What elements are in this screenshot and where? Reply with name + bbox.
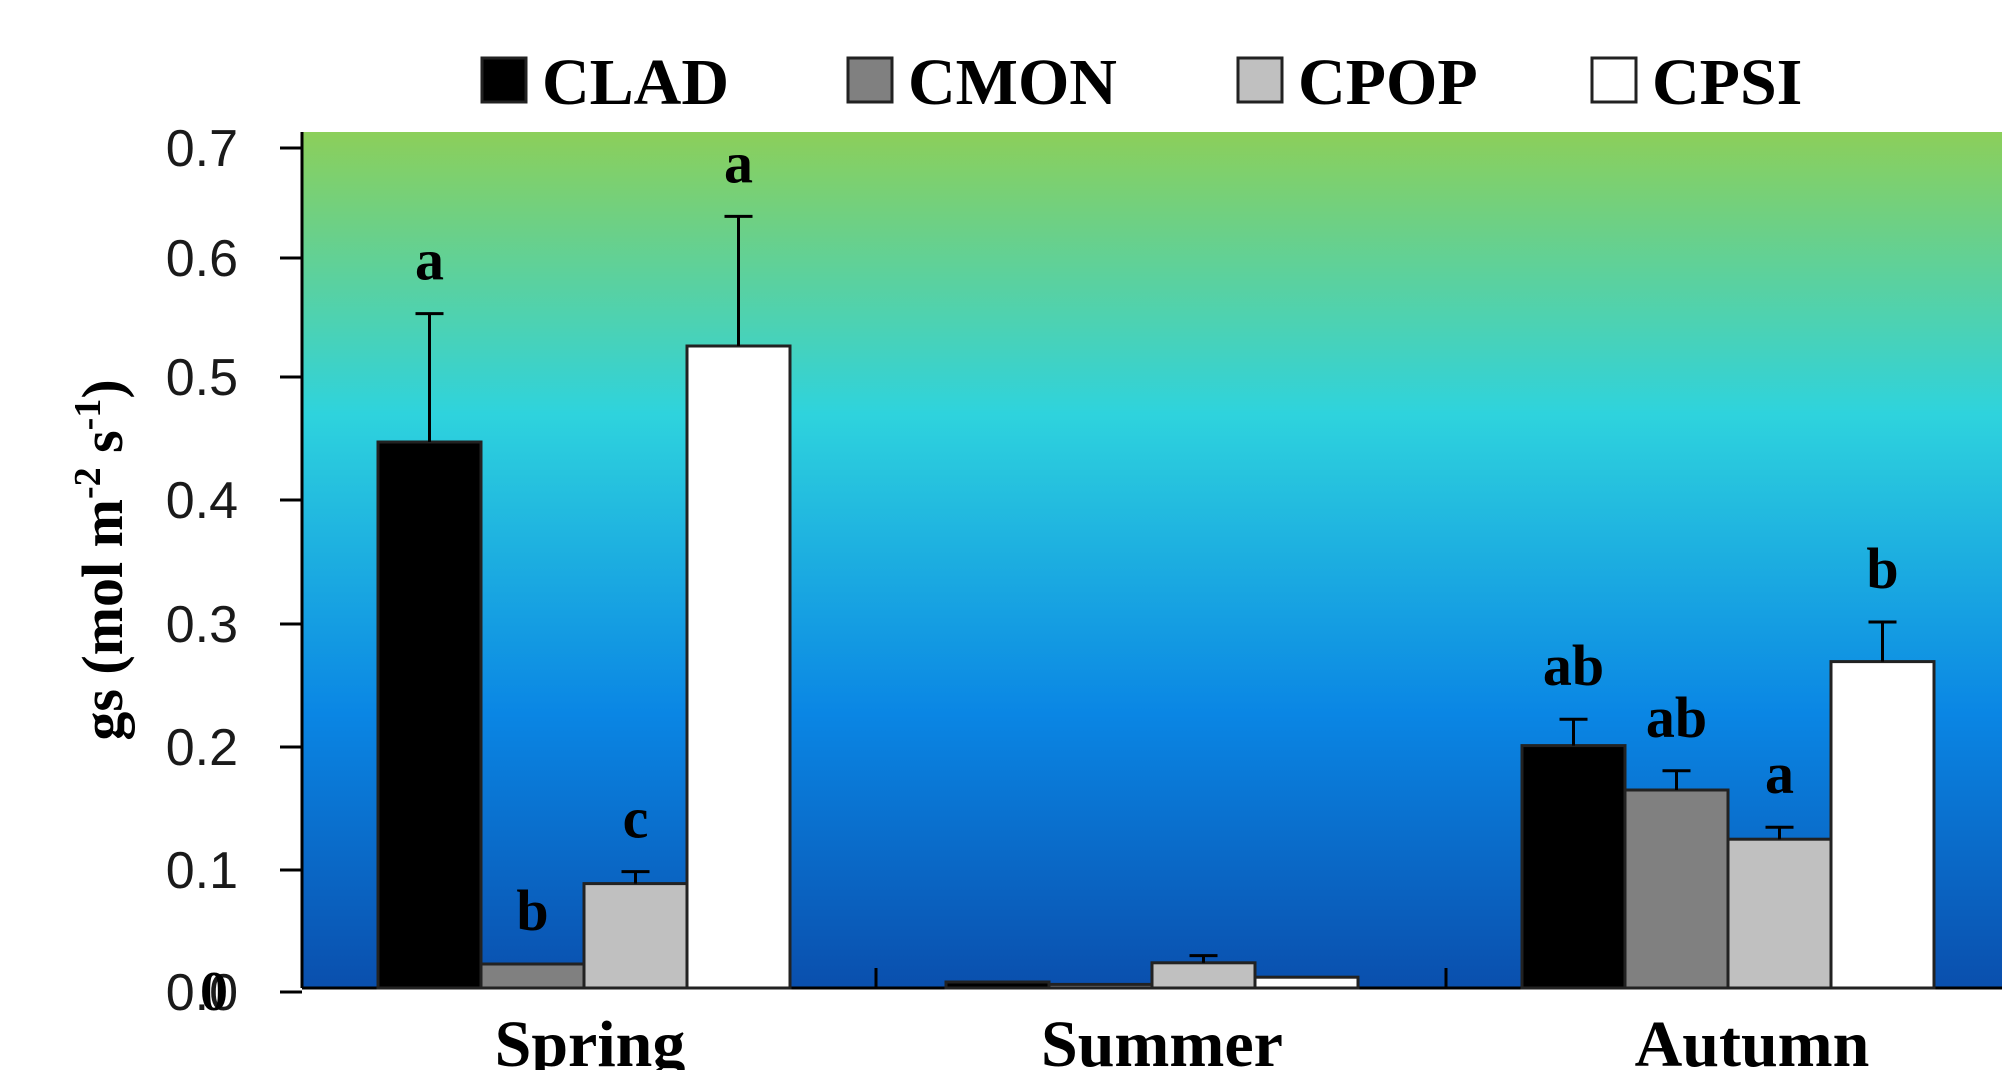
significance-letter: a: [724, 130, 753, 195]
y-tick-label: 0.1: [166, 842, 238, 900]
significance-letter: ab: [1646, 685, 1707, 750]
x-tick-labels: Spring Summer Autumn: [495, 1008, 1870, 1070]
y-tick-label: 0: [200, 961, 228, 1023]
bar-clad-spring: [378, 442, 481, 988]
bar-cpsi-spring: [687, 346, 790, 988]
legend: CLAD CMON CPOP CPSI: [482, 46, 1802, 119]
y-tick-label: 0.6: [166, 230, 238, 288]
legend-label-cmon: CMON: [908, 46, 1117, 119]
bar-cmon-autumn: [1625, 790, 1728, 988]
significance-letter: a: [1765, 741, 1794, 806]
y-tick-label: 0.2: [166, 719, 238, 777]
significance-letter: b: [1866, 536, 1898, 601]
y-tick-label: 0.3: [166, 596, 238, 654]
y-tick-label: 0.7: [166, 120, 238, 178]
significance-letter: c: [623, 786, 649, 851]
bar-clad-autumn: [1522, 746, 1625, 988]
legend-swatch-cpsi: [1592, 58, 1636, 102]
bar-cpsi-summer: [1255, 977, 1358, 988]
bar-cmon-spring: [481, 964, 584, 988]
y-tick-labels: 0.70.60.50.40.30.20.10.00: [166, 120, 238, 1023]
x-tick-label-summer: Summer: [1041, 1008, 1283, 1070]
bar-cpop-spring: [584, 884, 687, 988]
bar-cmon-summer: [1049, 984, 1152, 988]
significance-letter: ab: [1543, 633, 1604, 698]
y-axis-label: gs (mol m-2 s-1): [67, 379, 135, 740]
bar-cpop-autumn: [1728, 839, 1831, 988]
y-tick-label: 0.5: [166, 349, 238, 407]
x-tick-label-autumn: Autumn: [1635, 1008, 1870, 1070]
legend-label-cpsi: CPSI: [1652, 46, 1802, 119]
legend-swatch-cpop: [1238, 58, 1282, 102]
bar-cpop-summer: [1152, 963, 1255, 988]
legend-label-cpop: CPOP: [1298, 46, 1478, 119]
legend-label-clad: CLAD: [542, 46, 729, 119]
legend-swatch-clad: [482, 58, 526, 102]
x-tick-label-spring: Spring: [495, 1008, 686, 1070]
significance-letter: a: [415, 228, 444, 293]
legend-swatch-cmon: [848, 58, 892, 102]
bar-clad-summer: [946, 982, 1049, 988]
bar-cpsi-autumn: [1831, 662, 1934, 988]
y-tick-label: 0.4: [166, 472, 238, 530]
significance-letter: b: [516, 878, 548, 943]
